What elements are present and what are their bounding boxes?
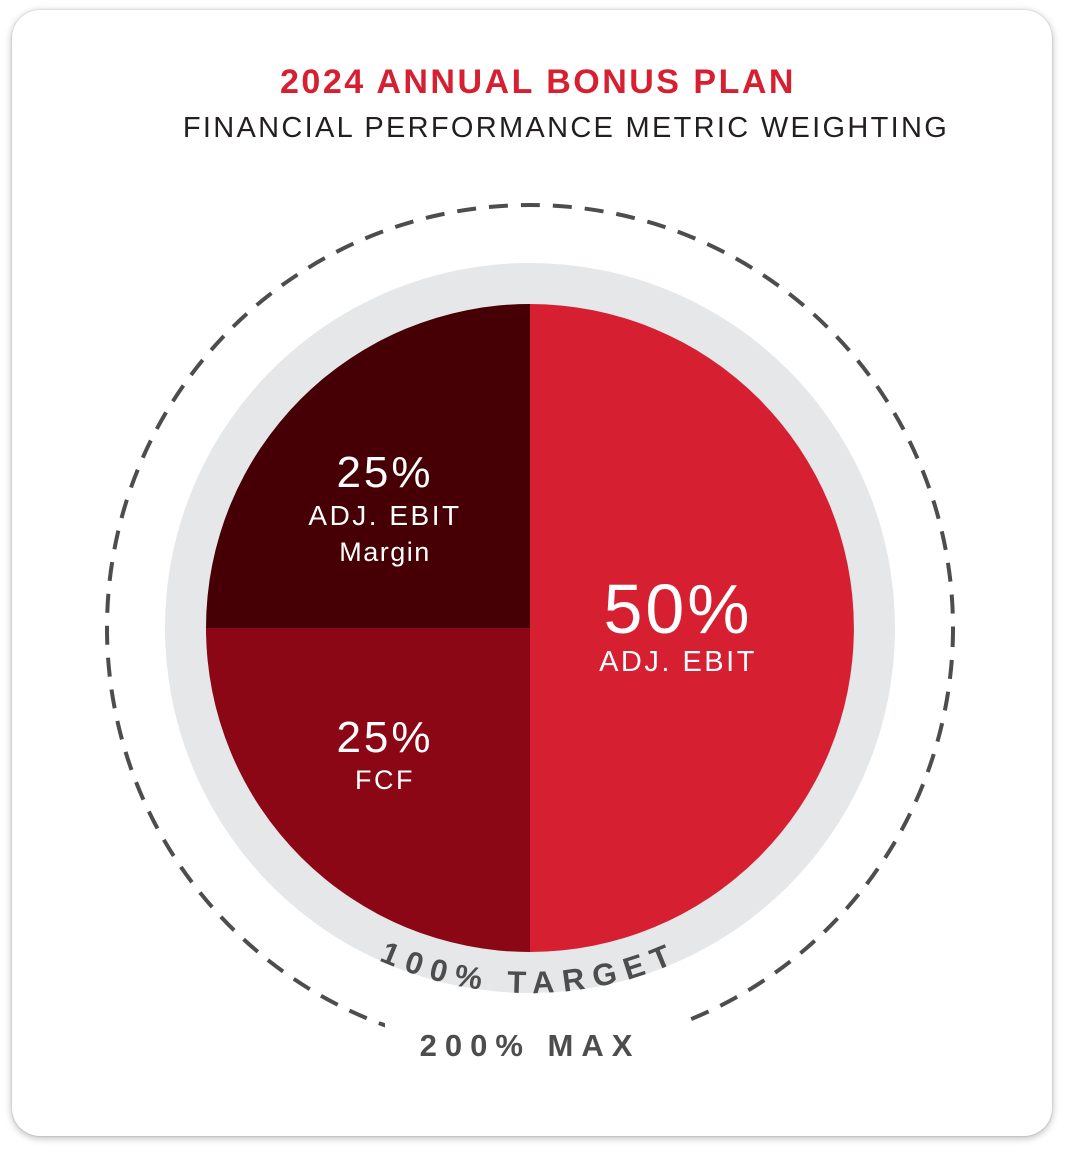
slice-label-adj-ebit-margin-line2: Margin xyxy=(339,537,431,567)
slice-label-fcf: FCF xyxy=(355,765,415,795)
chart-subtitle: FINANCIAL PERFORMANCE METRIC WEIGHTING xyxy=(183,112,949,144)
chart-title: 2024 ANNUAL BONUS PLAN xyxy=(280,63,796,101)
slice-value-adj-ebit: 50% xyxy=(603,570,752,648)
slice-value-adj-ebit-margin: 25% xyxy=(336,448,433,497)
max-label: 200% MAX xyxy=(420,1028,641,1063)
max-label-gap xyxy=(385,1015,680,1075)
slice-label-adj-ebit: ADJ. EBIT xyxy=(599,646,757,678)
pie-slices xyxy=(206,304,854,952)
slice-label-adj-ebit-margin-line1: ADJ. EBIT xyxy=(308,500,461,531)
pie-slice-adj-ebit-margin xyxy=(206,304,530,628)
slice-value-fcf: 25% xyxy=(336,713,433,762)
pie-slice-fcf xyxy=(206,628,530,952)
max-dashed-ring xyxy=(105,203,955,1053)
slice-labels: 50% ADJ. EBIT 25% FCF 25% ADJ. EBIT Marg… xyxy=(308,448,757,795)
pie-slice-adj-ebit xyxy=(530,304,854,952)
